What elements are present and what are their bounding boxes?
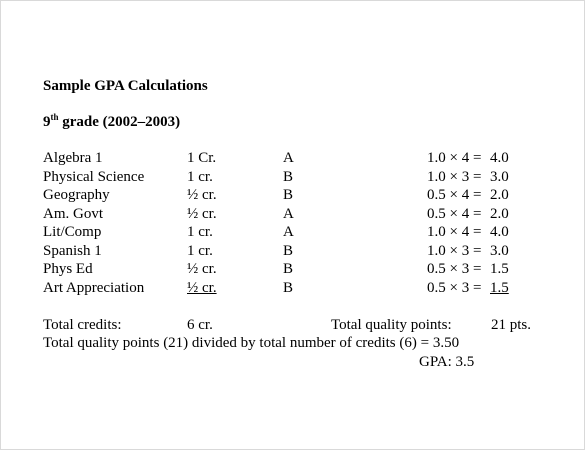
- grade: B: [283, 187, 294, 203]
- course: Am. Govt: [43, 205, 103, 222]
- calculation: 0.5 × 4 =: [427, 205, 482, 222]
- grade: B: [283, 279, 294, 296]
- grade-rest: grade (2002–2003): [62, 114, 181, 130]
- calculation: 0.5 × 4 =: [427, 187, 482, 203]
- title: Sample GPA Calculations: [43, 78, 208, 94]
- points: 2.0: [490, 205, 509, 222]
- course: Physical Science: [43, 168, 145, 185]
- summary-sentence: Total quality points (21) divided by tot…: [43, 335, 460, 351]
- grade: B: [283, 168, 294, 185]
- grade: A: [283, 150, 294, 166]
- course: Spanish 1: [43, 242, 102, 259]
- points: 3.0: [490, 168, 509, 185]
- credits: ½ cr.: [187, 187, 217, 203]
- credits: ½ cr.: [187, 279, 217, 296]
- calculation: 1.0 × 3 =: [427, 168, 482, 185]
- course: Algebra 1: [43, 150, 103, 166]
- total-credits: 6 cr.: [187, 317, 213, 333]
- credits: 1 cr.: [187, 224, 213, 240]
- points: 1.5: [490, 279, 509, 296]
- points: 1.5: [490, 261, 509, 277]
- points: 4.0: [490, 224, 509, 240]
- credits: 1 Cr.: [187, 150, 217, 166]
- credits: ½ cr.: [187, 261, 217, 277]
- credits: 1 cr.: [187, 242, 213, 259]
- calculation: 0.5 × 3 =: [427, 261, 482, 277]
- credits: 1 cr.: [187, 168, 213, 185]
- course: Lit/Comp: [43, 224, 102, 240]
- total-points: 21 pts.: [491, 317, 532, 333]
- grade: A: [283, 224, 294, 240]
- grade: A: [283, 205, 294, 222]
- gpa: GPA: 3.5: [419, 354, 475, 370]
- heading: 9th grade (2002–2003): [43, 113, 180, 131]
- total-points-label: Total quality points:: [331, 317, 452, 333]
- course: Phys Ed: [43, 261, 93, 277]
- calculation: 1.0 × 4 =: [427, 150, 482, 166]
- calculation: 0.5 × 3 =: [427, 279, 482, 296]
- calculation: 1.0 × 4 =: [427, 224, 482, 240]
- total-credits-label: Total credits:: [43, 317, 122, 333]
- points: 2.0: [490, 187, 509, 203]
- credits: ½ cr.: [187, 205, 217, 222]
- ordinal: th: [50, 112, 59, 122]
- grade-number: 9: [43, 114, 51, 130]
- course: Art Appreciation: [43, 279, 145, 296]
- grade: B: [283, 261, 294, 277]
- grade: B: [283, 242, 294, 259]
- course: Geography: [43, 187, 110, 203]
- calculation: 1.0 × 3 =: [427, 242, 482, 259]
- points: 4.0: [490, 150, 509, 166]
- points: 3.0: [490, 242, 509, 259]
